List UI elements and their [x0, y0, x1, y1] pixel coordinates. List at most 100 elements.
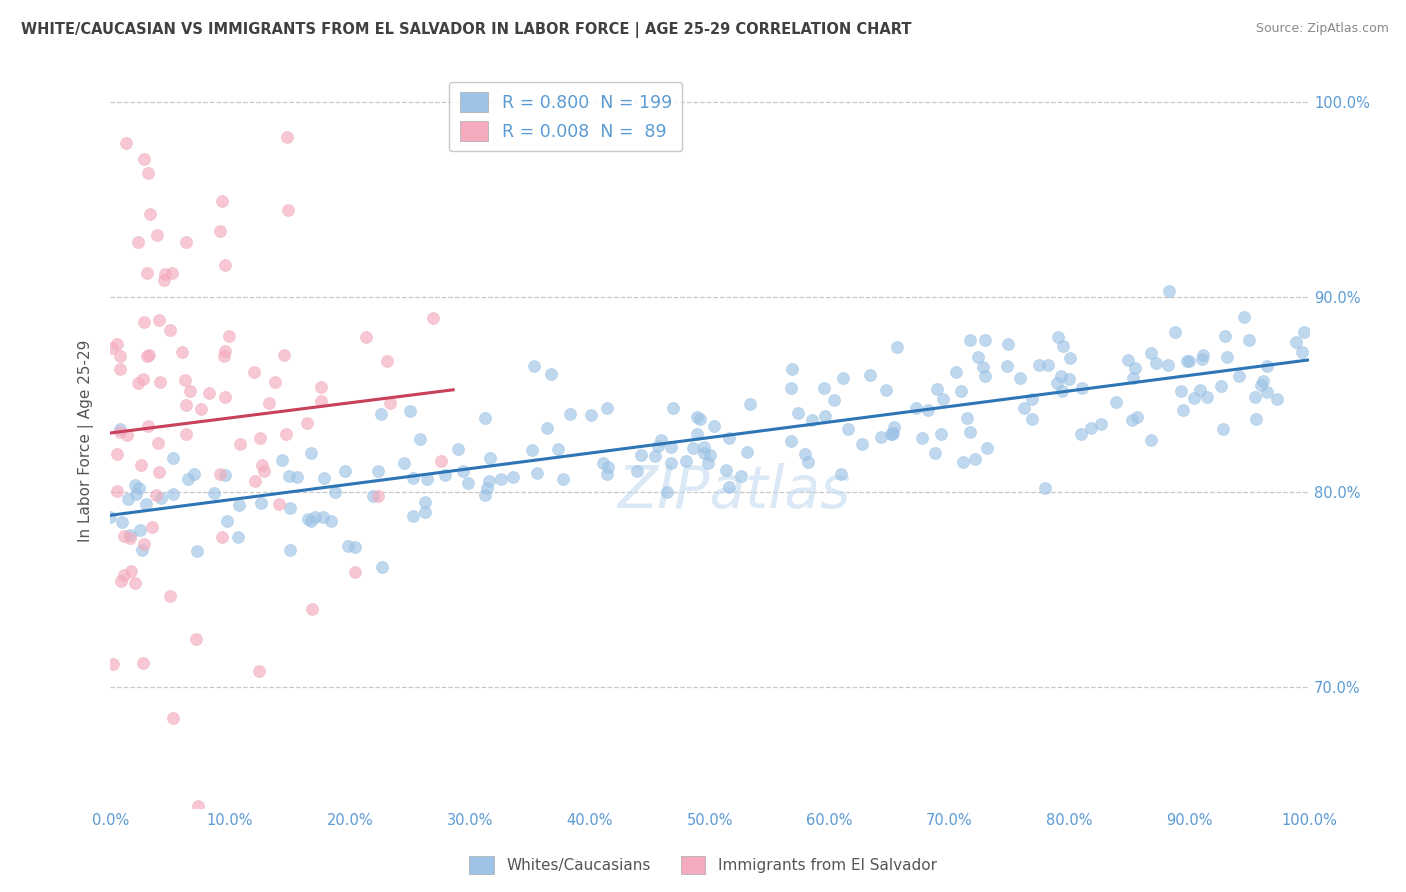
- Point: [714, 463, 737, 477]
- Point: [131, 458, 153, 472]
- Point: [945, 365, 967, 379]
- Point: [959, 333, 981, 347]
- Point: [110, 574, 132, 589]
- Point: [1105, 395, 1128, 409]
- Point: [309, 394, 332, 409]
- Point: [717, 431, 740, 445]
- Point: [882, 427, 904, 442]
- Point: [299, 515, 322, 529]
- Point: [325, 484, 347, 499]
- Point: [212, 349, 235, 363]
- Point: [214, 467, 236, 482]
- Point: [1213, 328, 1236, 343]
- Point: [337, 539, 360, 553]
- Point: [796, 455, 818, 469]
- Point: [1216, 350, 1239, 364]
- Point: [1021, 392, 1043, 406]
- Point: [409, 432, 432, 446]
- Point: [105, 336, 128, 351]
- Point: [837, 422, 859, 436]
- Point: [228, 498, 250, 512]
- Point: [1049, 368, 1071, 383]
- Point: [886, 340, 908, 354]
- Point: [344, 565, 367, 579]
- Point: [243, 474, 266, 488]
- Point: [489, 472, 512, 486]
- Point: [136, 418, 159, 433]
- Point: [108, 361, 131, 376]
- Point: [1140, 345, 1163, 359]
- Point: [153, 272, 176, 286]
- Point: [917, 403, 939, 417]
- Point: [997, 337, 1019, 351]
- Point: [243, 365, 266, 379]
- Point: [453, 464, 475, 478]
- Point: [1285, 335, 1308, 350]
- Point: [693, 441, 716, 455]
- Point: [1116, 353, 1139, 368]
- Point: [1008, 371, 1031, 385]
- Point: [924, 446, 946, 460]
- Point: [1121, 413, 1143, 427]
- Point: [134, 536, 156, 550]
- Point: [148, 313, 170, 327]
- Point: [686, 410, 709, 425]
- Point: [413, 505, 436, 519]
- Point: [139, 207, 162, 221]
- Point: [474, 488, 496, 502]
- Point: [277, 469, 299, 483]
- Point: [547, 442, 569, 457]
- Point: [295, 416, 318, 430]
- Point: [202, 485, 225, 500]
- Point: [974, 369, 997, 384]
- Point: [124, 477, 146, 491]
- Point: [1212, 422, 1234, 436]
- Point: [1159, 284, 1181, 298]
- Point: [312, 510, 335, 524]
- Point: [430, 453, 453, 467]
- Point: [963, 451, 986, 466]
- Point: [693, 446, 716, 460]
- Point: [118, 531, 141, 545]
- Point: [976, 442, 998, 456]
- Point: [697, 456, 720, 470]
- Point: [1256, 385, 1278, 400]
- Point: [120, 527, 142, 541]
- Point: [127, 235, 149, 250]
- Point: [356, 329, 378, 343]
- Point: [115, 428, 138, 442]
- Point: [1052, 384, 1074, 399]
- Point: [253, 464, 276, 478]
- Point: [526, 466, 548, 480]
- Point: [344, 540, 367, 554]
- Point: [150, 491, 173, 506]
- Point: [675, 454, 697, 468]
- Point: [252, 458, 274, 472]
- Point: [596, 467, 619, 481]
- Point: [560, 408, 582, 422]
- Point: [211, 530, 233, 544]
- Point: [1123, 361, 1146, 376]
- Point: [477, 475, 499, 489]
- Point: [1189, 384, 1212, 398]
- Point: [689, 412, 711, 426]
- Point: [831, 371, 853, 385]
- Point: [596, 401, 619, 415]
- Point: [717, 480, 740, 494]
- Point: [392, 456, 415, 470]
- Point: [1047, 330, 1070, 344]
- Point: [312, 471, 335, 485]
- Point: [285, 470, 308, 484]
- Point: [879, 427, 901, 442]
- Point: [875, 383, 897, 397]
- Point: [112, 528, 135, 542]
- Point: [851, 437, 873, 451]
- Point: [413, 495, 436, 509]
- Point: [434, 468, 457, 483]
- Point: [1028, 358, 1050, 372]
- Point: [160, 266, 183, 280]
- Point: [162, 710, 184, 724]
- Point: [278, 543, 301, 558]
- Point: [319, 514, 342, 528]
- Point: [214, 390, 236, 404]
